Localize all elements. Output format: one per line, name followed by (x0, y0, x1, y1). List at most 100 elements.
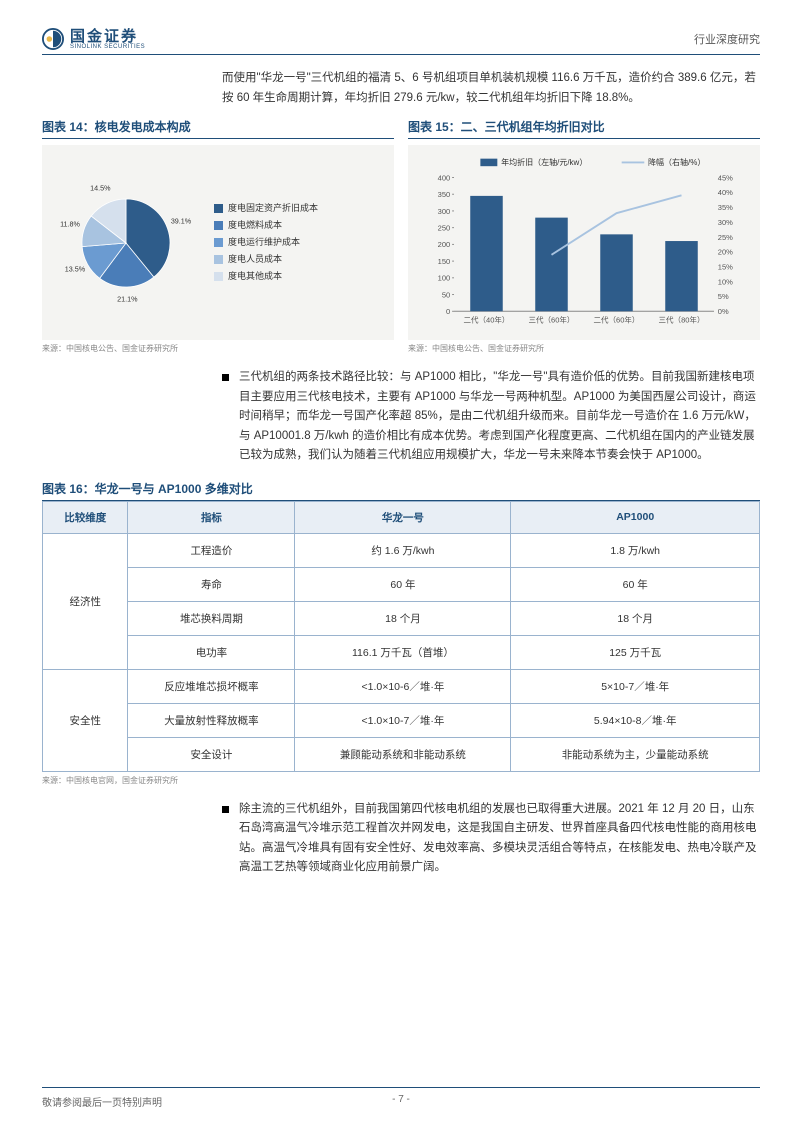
legend-item: 度电其他成本 (214, 268, 318, 285)
svg-text:20%: 20% (718, 248, 733, 257)
legend-swatch (214, 204, 223, 213)
chart-15-title: 图表 15：二、三代机组年均折旧对比 (408, 118, 760, 139)
legend-label: 度电其他成本 (228, 268, 282, 285)
svg-text:350: 350 (438, 190, 451, 199)
legend-item: 度电运行维护成本 (214, 234, 318, 251)
table-cell: 约 1.6 万/kwh (295, 533, 511, 567)
table-cell: <1.0×10-6／堆·年 (295, 669, 511, 703)
bullet-square-icon (222, 374, 229, 381)
legend-swatch (214, 272, 223, 281)
logo-text-cn: 国金证券 (70, 29, 145, 44)
svg-text:0: 0 (446, 307, 450, 316)
svg-text:0%: 0% (718, 307, 729, 316)
bullet-1: 三代机组的两条技术路径比较：与 AP1000 相比，"华龙一号"具有造价低的优势… (222, 368, 760, 466)
bullet-1-text: 三代机组的两条技术路径比较：与 AP1000 相比，"华龙一号"具有造价低的优势… (239, 368, 760, 466)
bullet-2-text: 除主流的三代机组外，目前我国第四代核电机组的发展也已取得重大进展。2021 年 … (239, 800, 760, 878)
svg-text:13.5%: 13.5% (65, 264, 86, 273)
chart-15-source: 来源：中国核电公告、国金证券研究所 (408, 343, 760, 354)
svg-text:250: 250 (438, 224, 451, 233)
table-header-cell: 比较维度 (43, 501, 128, 533)
legend-label: 度电人员成本 (228, 251, 282, 268)
legend-swatch (214, 238, 223, 247)
svg-text:10%: 10% (718, 277, 733, 286)
logo-block: 国金证券 SINOLINK SECURITIES (42, 28, 145, 50)
intro-paragraph: 而使用"华龙一号"三代机组的福清 5、6 号机组项目单机装机规模 116.6 万… (222, 69, 760, 108)
legend-swatch (214, 255, 223, 264)
svg-text:50: 50 (442, 290, 450, 299)
table-cell: 寿命 (128, 567, 295, 601)
svg-text:二代（60年）: 二代（60年） (594, 315, 640, 325)
table-cell: 反应堆堆芯损坏概率 (128, 669, 295, 703)
table-row: 堆芯换料周期18 个月18 个月 (43, 601, 760, 635)
page-number: - 7 - (392, 1094, 410, 1105)
table-cell: 大量放射性释放概率 (128, 703, 295, 737)
table-row: 大量放射性释放概率<1.0×10-7／堆·年5.94×10-8／堆·年 (43, 703, 760, 737)
table-cell: 1.8 万/kwh (511, 533, 760, 567)
table-row: 寿命60 年60 年 (43, 567, 760, 601)
table-row: 经济性工程造价约 1.6 万/kwh1.8 万/kwh (43, 533, 760, 567)
table-cell: 工程造价 (128, 533, 295, 567)
pie-legend: 度电固定资产折旧成本度电燃料成本度电运行维护成本度电人员成本度电其他成本 (214, 200, 318, 285)
svg-text:150: 150 (438, 257, 451, 266)
table-cell: 125 万千瓦 (511, 635, 760, 669)
pie-chart: 39.1%21.1%13.5%11.8%14.5% (50, 163, 210, 323)
table-row: 安全性反应堆堆芯损坏概率<1.0×10-6／堆·年5×10-7／堆·年 (43, 669, 760, 703)
company-logo-icon (42, 28, 64, 50)
legend-label: 度电运行维护成本 (228, 234, 300, 251)
table-cell: 18 个月 (295, 601, 511, 635)
table-cell: 60 年 (295, 567, 511, 601)
chart-14-body: 39.1%21.1%13.5%11.8%14.5% 度电固定资产折旧成本度电燃料… (42, 145, 394, 340)
svg-text:30%: 30% (718, 218, 733, 227)
svg-text:三代（60年）: 三代（60年） (529, 315, 575, 325)
svg-text:21.1%: 21.1% (117, 294, 138, 303)
chart-15-block: 图表 15：二、三代机组年均折旧对比 年均折旧（左轴/元/kw）降幅（右轴/%）… (408, 118, 760, 354)
chart-14-source: 来源：中国核电公告、国金证券研究所 (42, 343, 394, 354)
table-16-source: 来源：中国核电官网，国金证券研究所 (42, 775, 760, 786)
table-dimension-cell: 经济性 (43, 533, 128, 669)
svg-text:200: 200 (438, 240, 451, 249)
table-cell: 兼顾能动系统和非能动系统 (295, 737, 511, 771)
table-cell: 堆芯换料周期 (128, 601, 295, 635)
table-cell: 非能动系统为主，少量能动系统 (511, 737, 760, 771)
table-cell: 5.94×10-8／堆·年 (511, 703, 760, 737)
bar-line-chart: 年均折旧（左轴/元/kw）降幅（右轴/%）0501001502002503003… (416, 153, 752, 332)
legend-item: 度电燃料成本 (214, 217, 318, 234)
legend-label: 度电固定资产折旧成本 (228, 200, 318, 217)
legend-label: 度电燃料成本 (228, 217, 282, 234)
comparison-table: 比较维度指标华龙一号AP1000经济性工程造价约 1.6 万/kwh1.8 万/… (42, 501, 760, 772)
svg-text:45%: 45% (718, 173, 733, 182)
legend-item: 度电人员成本 (214, 251, 318, 268)
svg-text:40%: 40% (718, 188, 733, 197)
svg-text:400: 400 (438, 173, 451, 182)
svg-text:三代（80年）: 三代（80年） (659, 315, 705, 325)
page-header: 国金证券 SINOLINK SECURITIES 行业深度研究 (42, 28, 760, 55)
table-cell: <1.0×10-7／堆·年 (295, 703, 511, 737)
table-cell: 60 年 (511, 567, 760, 601)
svg-text:降幅（右轴/%）: 降幅（右轴/%） (648, 157, 705, 167)
bullet-2: 除主流的三代机组外，目前我国第四代核电机组的发展也已取得重大进展。2021 年 … (222, 800, 760, 878)
svg-text:25%: 25% (718, 233, 733, 242)
chart-14-title: 图表 14：核电发电成本构成 (42, 118, 394, 139)
svg-text:300: 300 (438, 207, 451, 216)
svg-text:35%: 35% (718, 203, 733, 212)
chart-15-body: 年均折旧（左轴/元/kw）降幅（右轴/%）0501001502002503003… (408, 145, 760, 340)
svg-text:15%: 15% (718, 263, 733, 272)
footer-disclaimer: 敬请参阅最后一页特别声明 (42, 1094, 162, 1109)
svg-text:5%: 5% (718, 292, 729, 301)
legend-item: 度电固定资产折旧成本 (214, 200, 318, 217)
table-dimension-cell: 安全性 (43, 669, 128, 771)
table-cell: 电功率 (128, 635, 295, 669)
table-cell: 5×10-7／堆·年 (511, 669, 760, 703)
bullet-square-icon (222, 806, 229, 813)
table-header-cell: 指标 (128, 501, 295, 533)
table-cell: 安全设计 (128, 737, 295, 771)
svg-text:39.1%: 39.1% (171, 216, 192, 225)
header-category: 行业深度研究 (694, 31, 760, 47)
table-cell: 18 个月 (511, 601, 760, 635)
table-cell: 116.1 万千瓦（首堆） (295, 635, 511, 669)
table-header-cell: AP1000 (511, 501, 760, 533)
table-row: 安全设计兼顾能动系统和非能动系统非能动系统为主，少量能动系统 (43, 737, 760, 771)
legend-swatch (214, 221, 223, 230)
table-row: 电功率116.1 万千瓦（首堆）125 万千瓦 (43, 635, 760, 669)
svg-text:100: 100 (438, 274, 451, 283)
